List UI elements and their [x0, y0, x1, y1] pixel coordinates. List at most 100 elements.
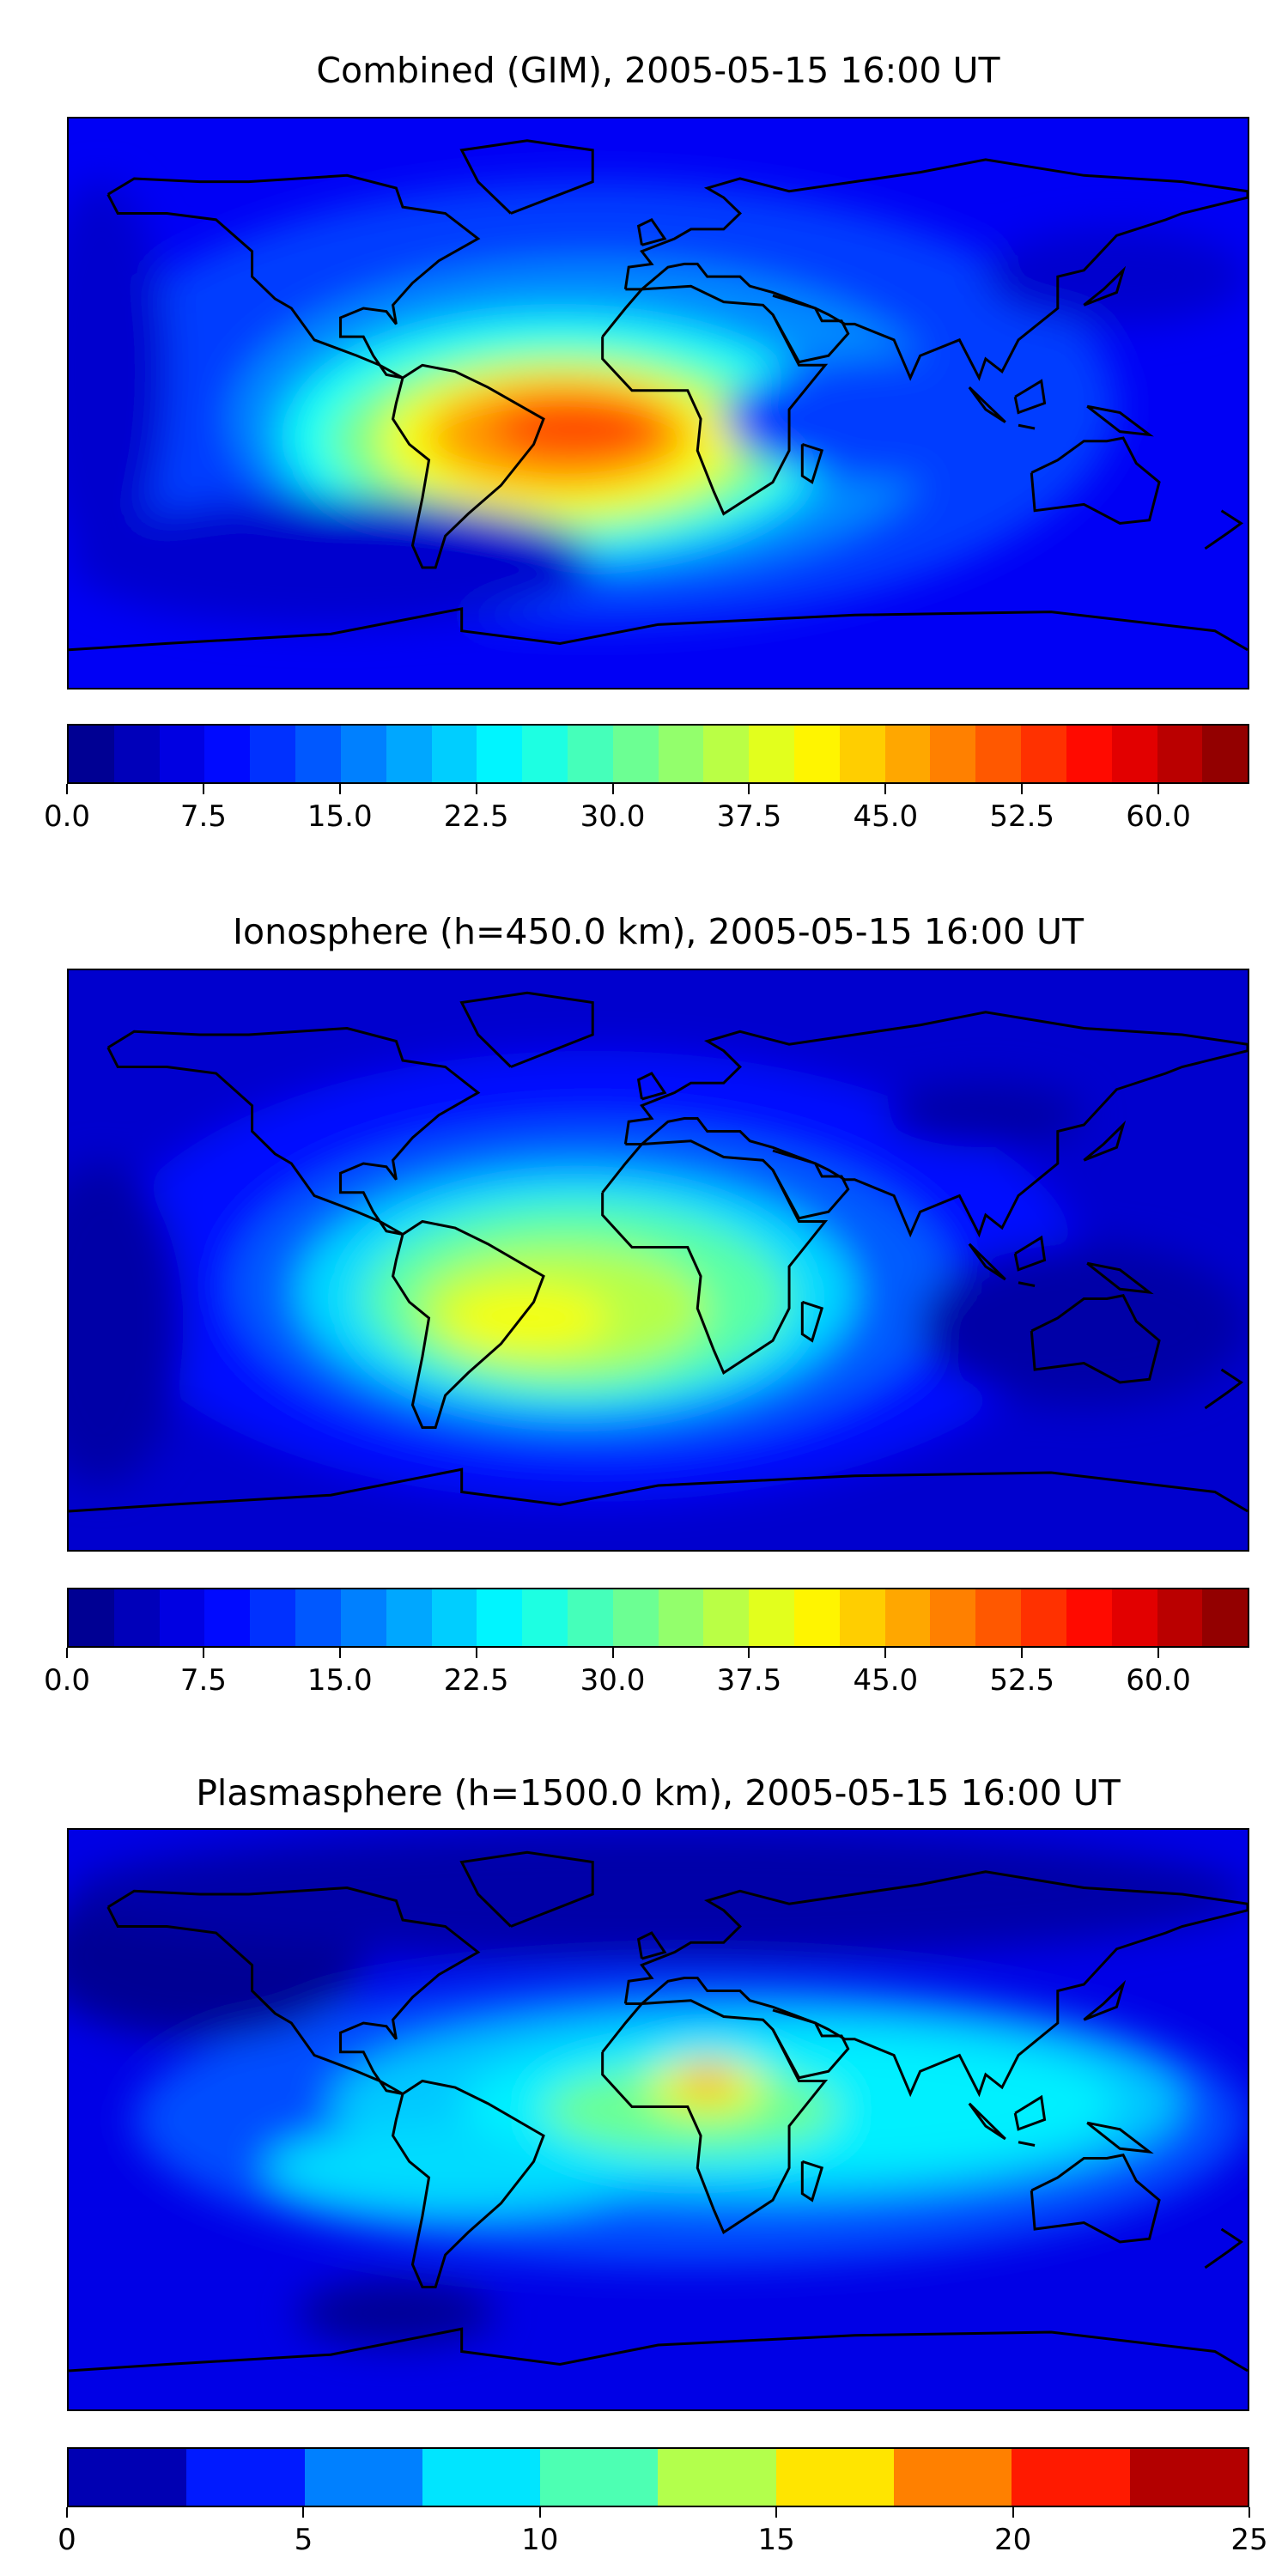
colorbar-tick — [775, 2507, 778, 2518]
colorbar-bin — [477, 726, 523, 782]
panel-3-colorbar-ticks: 0 5 10 15 20 25 — [58, 2507, 1268, 2559]
coastline — [1018, 1283, 1035, 1286]
colorbar-bin — [204, 1589, 251, 1646]
colorbar-tick-label: 20 — [993, 2523, 1032, 2557]
colorbar-bin — [422, 2449, 541, 2506]
colorbar-tick-label: 25 — [1230, 2523, 1268, 2557]
colorbar-tick — [748, 784, 750, 794]
coastline — [1015, 381, 1044, 413]
coastline — [603, 2001, 825, 2233]
colorbar-bin — [930, 1589, 976, 1646]
colorbar-tick — [884, 1648, 887, 1658]
colorbar-bin — [703, 1589, 750, 1646]
coastline — [1205, 2229, 1241, 2268]
coastline — [1084, 1984, 1123, 2020]
colorbar-bin — [204, 726, 251, 782]
colorbar-bin — [159, 1589, 205, 1646]
colorbar-bin — [884, 726, 931, 782]
colorbar-bin — [295, 726, 341, 782]
panel-3-map — [67, 1828, 1249, 2411]
colorbar-tick — [1157, 784, 1160, 794]
colorbar-bin — [1111, 1589, 1157, 1646]
coastline — [462, 993, 593, 1066]
colorbar-tick — [1249, 2507, 1250, 2518]
colorbar-tick — [611, 784, 614, 794]
panel-3-title: Plasmasphere (h=1500.0 km), 2005-05-15 1… — [196, 1772, 1121, 1814]
colorbar-bin — [431, 1589, 477, 1646]
coastline — [1205, 1370, 1241, 1408]
colorbar-bin — [522, 1589, 568, 1646]
colorbar-tick-label: 0 — [58, 2523, 76, 2557]
coastline — [1084, 1125, 1123, 1160]
coastline — [1087, 2123, 1149, 2152]
colorbar-bin — [386, 1589, 432, 1646]
coastline — [802, 2161, 822, 2200]
colorbar-tick-label: 15.0 — [307, 799, 373, 834]
panel-2-colorbar — [67, 1588, 1249, 1648]
coastline — [639, 220, 665, 245]
colorbar-tick-label: 22.5 — [443, 1663, 509, 1698]
colorbar-bin — [839, 726, 885, 782]
coastline — [1031, 2155, 1159, 2242]
coastline — [1015, 1237, 1044, 1270]
colorbar-bin — [304, 2449, 422, 2506]
colorbar-tick — [66, 2507, 68, 2518]
colorbar-bin — [431, 726, 477, 782]
colorbar-bin — [894, 2449, 1012, 2506]
coastline — [1205, 511, 1241, 549]
coastline — [802, 444, 822, 482]
field-contour — [681, 2064, 734, 2098]
coastline — [462, 1852, 593, 1926]
colorbar-tick-label: 30.0 — [580, 1663, 646, 1698]
panel-1-colorbar — [67, 724, 1249, 784]
field-contour — [920, 1243, 1248, 1406]
colorbar-tick — [1021, 784, 1024, 794]
coastline — [1087, 1263, 1149, 1292]
coastline — [462, 141, 593, 214]
colorbar-tick — [202, 784, 204, 794]
colorbar-bin — [295, 1589, 341, 1646]
coastline — [603, 286, 825, 513]
coastline — [773, 295, 848, 361]
coastline — [1031, 438, 1159, 523]
colorbar-tick-label: 52.5 — [989, 1663, 1055, 1698]
colorbar-bin — [749, 1589, 794, 1646]
colorbar-bin — [975, 726, 1022, 782]
coastline — [1018, 425, 1035, 428]
colorbar-bin — [113, 726, 160, 782]
coastline — [1087, 406, 1149, 434]
colorbar-bin — [340, 1589, 386, 1646]
coastline — [393, 1222, 544, 1428]
colorbar-bin — [612, 1589, 659, 1646]
field-contour — [69, 181, 167, 562]
colorbar-bin — [794, 1589, 840, 1646]
coastline — [969, 2104, 1005, 2139]
colorbar-bin — [1111, 726, 1157, 782]
colorbar-bin — [749, 726, 794, 782]
colorbar-bin — [1202, 1589, 1249, 1646]
coastline — [393, 2081, 544, 2287]
colorbar-tick — [202, 1648, 204, 1658]
colorbar-bin — [612, 726, 659, 782]
colorbar-bin — [477, 1589, 523, 1646]
colorbar-tick — [302, 2507, 305, 2518]
coastline — [773, 2010, 848, 2078]
field-contour — [297, 2281, 495, 2345]
coastline — [69, 609, 1248, 650]
colorbar-bin — [522, 726, 568, 782]
coastline — [625, 1012, 1248, 1235]
colorbar-bin — [567, 1589, 613, 1646]
colorbar-bin — [1021, 1589, 1066, 1646]
colorbar-bin — [1012, 2449, 1130, 2506]
colorbar-tick — [475, 784, 477, 794]
coastline — [969, 387, 1005, 422]
coastline — [639, 1073, 665, 1099]
colorbar-bin — [159, 726, 205, 782]
colorbar-tick-label: 30.0 — [580, 799, 646, 834]
colorbar-tick-label: 10 — [521, 2523, 559, 2557]
colorbar-tick-label: 22.5 — [443, 799, 509, 834]
colorbar-tick — [1157, 1648, 1160, 1658]
colorbar-tick-label: 15 — [757, 2523, 795, 2557]
colorbar-bin — [1021, 726, 1066, 782]
panel-2-colorbar-ticks: 0.0 7.5 15.0 22.5 30.0 37.5 45.0 52.5 60.0 — [44, 1648, 1249, 1699]
